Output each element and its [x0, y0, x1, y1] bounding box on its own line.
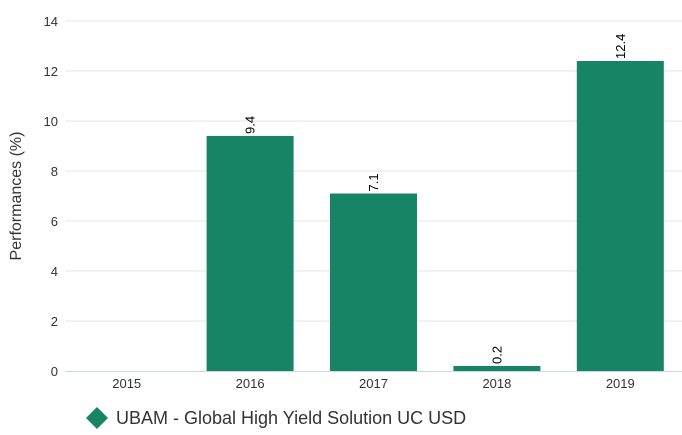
y-tick-label: 2 — [51, 314, 58, 329]
bar-2018[interactable] — [453, 366, 541, 371]
x-tick-label-2018: 2018 — [482, 376, 511, 391]
bars — [206, 61, 664, 372]
y-tick-labels: 0 2 4 6 8 10 12 14 — [44, 14, 58, 379]
y-tick-label: 6 — [51, 214, 58, 229]
bar-2017[interactable] — [330, 193, 417, 372]
y-tick-label: 4 — [51, 264, 58, 279]
x-tick-labels: 2015 2016 2017 2018 2019 — [112, 376, 635, 391]
x-tick-label-2016: 2016 — [236, 376, 265, 391]
legend[interactable]: UBAM - Global High Yield Solution UC USD — [86, 407, 466, 429]
legend-diamond-icon — [86, 407, 108, 429]
y-axis-title: Performances (%) — [8, 132, 25, 261]
x-tick-label-2015: 2015 — [112, 376, 141, 391]
bar-2019[interactable] — [576, 61, 664, 371]
y-tick-label: 8 — [51, 164, 58, 179]
y-tick-label: 10 — [44, 114, 58, 129]
y-tick-label: 12 — [44, 64, 58, 79]
data-label-2017: 7.1 — [366, 173, 381, 191]
y-tick-label: 14 — [44, 14, 58, 29]
x-tick-label-2017: 2017 — [359, 376, 388, 391]
data-labels: 9.4 7.1 0.2 12.4 — [243, 34, 628, 364]
y-tick-label: 0 — [51, 364, 58, 379]
data-label-2019: 12.4 — [613, 34, 628, 59]
x-tick-label-2019: 2019 — [606, 376, 635, 391]
data-label-2016: 9.4 — [243, 116, 258, 134]
legend-label: UBAM - Global High Yield Solution UC USD — [116, 408, 466, 428]
data-label-2018: 0.2 — [489, 346, 504, 364]
bar-2016[interactable] — [206, 136, 294, 371]
